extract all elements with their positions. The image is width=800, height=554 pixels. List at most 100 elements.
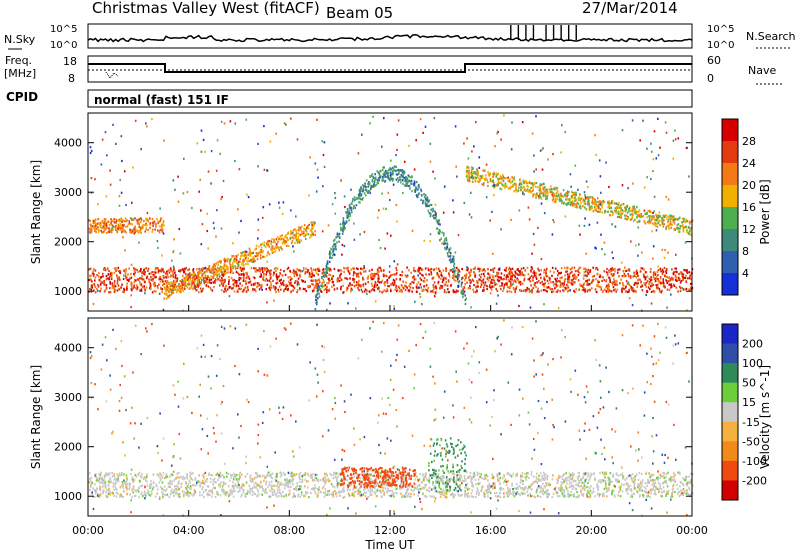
power-mark <box>616 288 619 291</box>
power-mark <box>611 274 614 277</box>
power-mark <box>232 287 234 290</box>
power-mark <box>594 288 597 291</box>
power-mark <box>358 193 361 196</box>
power-mark <box>637 226 640 229</box>
power-mark <box>379 246 382 250</box>
power-mark <box>109 280 111 284</box>
power-mark <box>360 267 362 270</box>
power-mark <box>131 229 134 232</box>
power-mark <box>682 224 684 227</box>
power-mark <box>220 267 222 270</box>
power-mark <box>220 279 222 282</box>
power-mark <box>454 125 457 128</box>
power-mark <box>97 284 99 287</box>
power-mark <box>477 177 480 180</box>
power-mark <box>350 268 353 271</box>
power-mark <box>206 229 209 233</box>
power-mark <box>612 212 615 215</box>
power-mark <box>543 182 545 185</box>
power-mark <box>249 252 251 255</box>
power-mark <box>487 181 489 184</box>
power-mark <box>554 282 556 285</box>
power-mark <box>475 289 478 292</box>
power-mark <box>254 248 256 251</box>
power-mark <box>652 283 655 286</box>
power-mark <box>313 221 316 224</box>
power-mark <box>608 205 611 208</box>
power-mark <box>120 286 123 289</box>
power-mark <box>343 221 345 224</box>
power-mark <box>507 179 509 183</box>
power-mark <box>390 274 392 277</box>
power-mark <box>386 175 389 178</box>
power-mark <box>254 288 256 291</box>
power-mark <box>323 141 326 144</box>
power-mark <box>112 123 114 126</box>
power-mark <box>669 222 672 225</box>
power-mark <box>144 271 146 274</box>
power-mark <box>156 217 158 221</box>
power-mark <box>568 276 571 279</box>
power-mark <box>376 182 379 185</box>
power-mark <box>578 288 580 291</box>
power-mark <box>333 238 336 241</box>
power-mark <box>436 220 439 223</box>
power-mark <box>469 171 471 175</box>
power-mark <box>681 221 683 224</box>
power-mark <box>118 220 121 223</box>
power-mark <box>577 196 580 199</box>
power-mark <box>501 178 503 181</box>
power-mark <box>303 232 305 235</box>
power-mark <box>94 227 97 230</box>
power-mark <box>503 177 505 180</box>
power-mark <box>259 275 261 278</box>
power-mark <box>580 197 583 200</box>
power-mark <box>376 284 378 287</box>
power-mark <box>667 220 669 223</box>
power-mark <box>307 233 310 236</box>
power-mark <box>497 172 500 175</box>
power-mark <box>456 275 458 278</box>
nave-dip <box>105 71 119 79</box>
power-mark <box>261 242 264 245</box>
power-mark <box>142 226 144 229</box>
power-mark <box>116 282 119 285</box>
power-mark <box>686 229 688 232</box>
y-tick-label: 3000 <box>54 186 82 199</box>
power-mark <box>284 273 287 276</box>
power-mark <box>384 169 387 172</box>
power-mark <box>543 212 546 215</box>
power-mark <box>400 181 402 184</box>
power-mark <box>689 274 692 277</box>
power-mark <box>624 214 626 217</box>
power-mark <box>313 274 315 277</box>
power-mark <box>438 276 441 279</box>
power-mark <box>629 284 632 287</box>
power-mark <box>577 270 580 273</box>
power-mark <box>271 249 273 252</box>
power-mark <box>650 218 653 221</box>
power-mark <box>149 217 151 220</box>
noise-left-tick-top: 10^5 <box>50 24 77 35</box>
power-mark <box>254 255 257 258</box>
power-mark <box>574 196 576 199</box>
power-mark <box>260 243 262 246</box>
power-mark <box>523 279 525 282</box>
power-mark <box>439 230 441 233</box>
power-mark <box>393 280 396 283</box>
power-mark <box>364 185 366 188</box>
power-mark <box>303 227 305 230</box>
power-mark <box>259 251 261 254</box>
power-mark <box>531 288 533 291</box>
power-mark <box>241 284 243 287</box>
power-mark <box>444 242 447 245</box>
power-mark <box>525 180 527 183</box>
power-mark <box>412 286 414 290</box>
power-mark <box>90 278 92 281</box>
power-mark <box>674 267 676 270</box>
power-mark <box>454 269 457 272</box>
power-mark <box>376 268 379 271</box>
power-mark <box>393 283 396 286</box>
power-mark <box>581 289 584 292</box>
power-mark <box>325 270 327 273</box>
